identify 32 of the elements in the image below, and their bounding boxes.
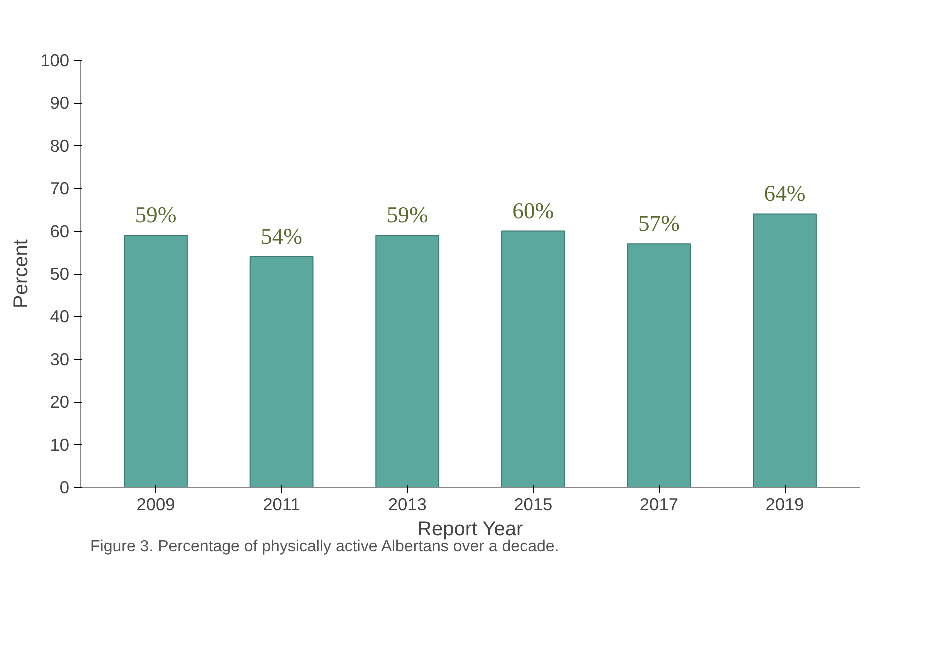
bar — [627, 244, 692, 488]
x-tick-label: 2011 — [263, 494, 300, 514]
y-tick-label: 90 — [50, 93, 70, 114]
y-tick-label: 20 — [50, 392, 70, 412]
data-label: 57% — [638, 211, 680, 236]
bar — [501, 230, 566, 488]
caption: Figure 3. Percentage of physically active Albertans over a decade. — [90, 538, 560, 556]
bar — [250, 256, 314, 488]
y-tick-label: 40 — [50, 306, 70, 327]
x-axis-title: Report Year — [418, 518, 524, 540]
y-tick-label: 30 — [50, 349, 70, 370]
y-axis-title: Percent — [10, 239, 33, 308]
x-tick-label: 2019 — [766, 494, 804, 514]
bar — [124, 235, 188, 488]
y-tick-label: 60 — [50, 221, 70, 242]
y-tick-label: 50 — [50, 264, 70, 284]
x-tick-label: 2009 — [136, 494, 176, 514]
data-label: 59% — [386, 202, 428, 228]
bar — [753, 214, 817, 488]
data-label: 54% — [261, 224, 303, 249]
x-tick-label: 2013 — [388, 494, 427, 514]
y-tick-label: 100 — [40, 50, 70, 70]
y-tick-label: 10 — [50, 434, 70, 455]
y-tick-label: 0 — [60, 478, 70, 498]
y-tick-label: 80 — [50, 136, 70, 156]
data-label: 60% — [512, 198, 554, 224]
bar — [376, 235, 440, 488]
data-label: 59% — [135, 202, 177, 228]
x-tick-label: 2015 — [514, 494, 553, 514]
x-tick-label: 2017 — [640, 494, 678, 514]
data-label: 64% — [764, 181, 806, 206]
y-tick-label: 70 — [50, 178, 70, 199]
